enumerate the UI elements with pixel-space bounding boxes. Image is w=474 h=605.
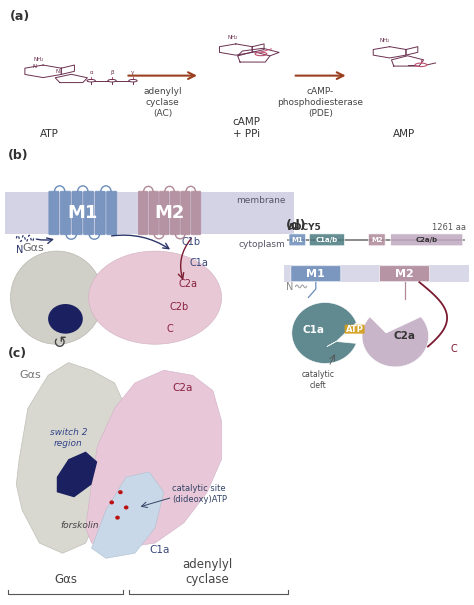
Text: C1a: C1a	[149, 545, 170, 555]
FancyBboxPatch shape	[149, 191, 158, 235]
Text: Gαs: Gαs	[54, 574, 77, 586]
Text: M1: M1	[307, 269, 325, 279]
Text: (a): (a)	[9, 10, 30, 23]
Text: ATP: ATP	[346, 325, 364, 333]
Text: cytoplasm: cytoplasm	[238, 241, 285, 249]
FancyBboxPatch shape	[289, 234, 306, 246]
FancyBboxPatch shape	[83, 191, 94, 235]
Text: N: N	[286, 283, 293, 292]
Text: (d): (d)	[286, 220, 307, 232]
Text: N: N	[16, 244, 24, 255]
Text: 1261 aa: 1261 aa	[431, 223, 465, 232]
Ellipse shape	[89, 251, 222, 344]
Polygon shape	[86, 370, 221, 548]
Text: adenylyl
cyclase
(AC): adenylyl cyclase (AC)	[143, 87, 182, 118]
Bar	[5, 192, 294, 234]
FancyBboxPatch shape	[138, 191, 148, 235]
FancyBboxPatch shape	[72, 191, 82, 235]
Text: ATP: ATP	[40, 129, 59, 139]
Text: N: N	[55, 69, 60, 74]
FancyBboxPatch shape	[60, 191, 71, 235]
Text: C2a/b: C2a/b	[416, 237, 438, 243]
Text: α: α	[89, 70, 93, 76]
Bar	[281, 265, 473, 282]
Circle shape	[118, 490, 123, 494]
Text: C1a: C1a	[190, 258, 209, 268]
Text: forskolin: forskolin	[61, 521, 99, 530]
Text: γ: γ	[131, 70, 135, 76]
Polygon shape	[16, 362, 126, 553]
Circle shape	[124, 505, 128, 509]
Text: ADCY5: ADCY5	[288, 223, 322, 232]
FancyBboxPatch shape	[368, 234, 385, 246]
FancyBboxPatch shape	[95, 191, 105, 235]
Text: C1a/b: C1a/b	[316, 237, 338, 243]
FancyBboxPatch shape	[170, 191, 180, 235]
Text: C: C	[167, 324, 173, 333]
Text: M2: M2	[155, 204, 185, 222]
Text: switch 2
region: switch 2 region	[50, 428, 87, 448]
Text: C: C	[451, 344, 457, 354]
Polygon shape	[292, 302, 356, 364]
FancyBboxPatch shape	[310, 234, 345, 246]
Text: M1: M1	[68, 204, 98, 222]
Text: M1: M1	[292, 237, 303, 243]
Circle shape	[115, 515, 120, 520]
Text: cAMP-
phosphodiesterase
(PDE): cAMP- phosphodiesterase (PDE)	[278, 87, 364, 118]
Text: C1a: C1a	[303, 325, 325, 335]
FancyBboxPatch shape	[191, 191, 201, 235]
Text: M2: M2	[395, 269, 414, 279]
Text: adenylyl
cyclase: adenylyl cyclase	[182, 558, 232, 586]
Circle shape	[109, 500, 114, 505]
Text: C1b: C1b	[181, 237, 200, 247]
Text: ↺: ↺	[53, 335, 67, 353]
FancyBboxPatch shape	[345, 325, 365, 334]
FancyBboxPatch shape	[380, 266, 429, 282]
Ellipse shape	[10, 251, 103, 344]
FancyBboxPatch shape	[391, 234, 463, 246]
Text: cAMP
+ PPi: cAMP + PPi	[232, 117, 260, 139]
Text: C2a: C2a	[393, 332, 416, 341]
Text: C2b: C2b	[170, 302, 189, 312]
Text: M2: M2	[371, 237, 383, 243]
Text: Gαs: Gαs	[19, 370, 41, 380]
Text: C2a: C2a	[178, 279, 197, 289]
FancyBboxPatch shape	[107, 191, 117, 235]
FancyBboxPatch shape	[49, 191, 59, 235]
FancyBboxPatch shape	[160, 191, 169, 235]
Text: N: N	[33, 64, 37, 68]
Text: AMP: AMP	[393, 129, 415, 139]
Text: catalytic
cleft: catalytic cleft	[301, 370, 334, 390]
Polygon shape	[57, 451, 97, 497]
Text: catalytic site
(dideoxy)ATP: catalytic site (dideoxy)ATP	[173, 484, 228, 505]
Text: (b): (b)	[8, 149, 28, 162]
Text: NH₂: NH₂	[228, 35, 238, 40]
Ellipse shape	[48, 304, 83, 334]
Text: C2a: C2a	[173, 382, 193, 393]
Text: NH₂: NH₂	[34, 57, 44, 62]
Polygon shape	[362, 317, 428, 367]
FancyBboxPatch shape	[291, 266, 341, 282]
Text: membrane: membrane	[236, 196, 285, 205]
Text: Gαs: Gαs	[22, 243, 44, 253]
Polygon shape	[91, 472, 164, 558]
Text: β: β	[110, 70, 114, 76]
Text: NH₂: NH₂	[379, 38, 390, 43]
FancyBboxPatch shape	[181, 191, 190, 235]
Text: (c): (c)	[8, 347, 27, 361]
